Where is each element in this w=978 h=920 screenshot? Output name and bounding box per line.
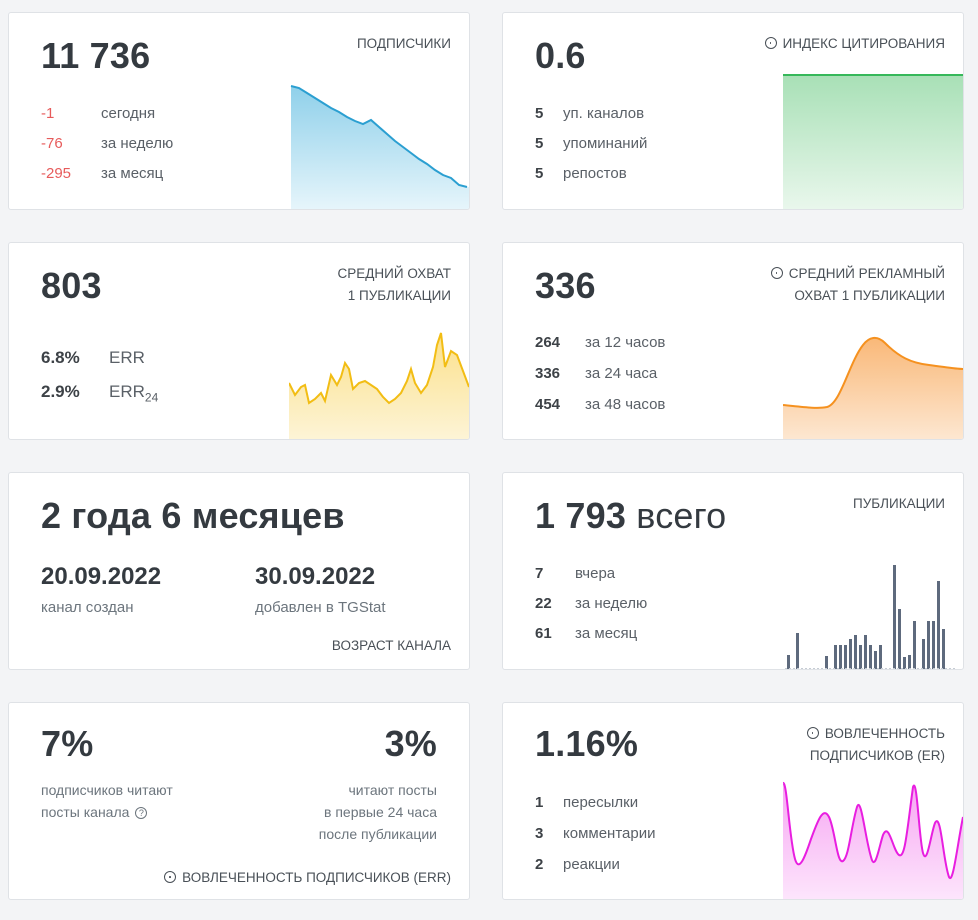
er-stats: 1 пересылки 3 комментарии 2 реакции — [535, 787, 655, 880]
average-reach-card[interactable]: 803 СРЕДНИЙ ОХВАТ 1 ПУБЛИКАЦИИ 6.8% ERR 2.… — [8, 242, 470, 440]
help-icon[interactable]: ? — [135, 807, 148, 819]
publications-card[interactable]: 1 793 всего ПУБЛИКАЦИИ 7 вчера 22 за недел… — [502, 472, 964, 670]
er-value: 1.16% — [535, 723, 639, 764]
citation-index-value: 0.6 — [535, 35, 586, 76]
info-icon — [764, 37, 777, 49]
stat-row: 1 пересылки — [535, 794, 639, 811]
citation-index-title: ИНДЕКС ЦИТИРОВАНИЯ — [764, 33, 945, 55]
ad-reach-stats: 264 за 12 часов 336 за 24 часа 454 за 48 ча… — [535, 327, 665, 420]
publications-count: 1 793 всего — [535, 495, 727, 536]
citation-stats: 5 уп. каналов 5 упоминаний 5 репостов — [535, 99, 647, 189]
info-icon — [164, 871, 177, 883]
info-icon — [770, 267, 783, 279]
created-date: 20.09.2022 — [41, 563, 162, 590]
subscribers-title: ПОДПИСЧИКИ — [356, 36, 451, 51]
subscribers-sparkline — [290, 85, 469, 209]
stat-row: -76 за неделю — [41, 135, 174, 152]
err-left-value: 7% — [41, 723, 94, 764]
stat-row: 264 за 12 часов — [535, 334, 666, 351]
stat-row: 3 комментарии — [535, 825, 656, 842]
average-reach-sparkline — [289, 332, 469, 439]
created-label: канал создан — [41, 599, 134, 616]
stat-row: -1 сегодня — [41, 105, 156, 122]
er-engagement-card[interactable]: 1.16% ВОВЛЕЧЕННОСТЬ ПОДПИСЧИКОВ (ER) 1 пер… — [502, 702, 964, 900]
subscribers-card[interactable]: 11 736 ПОДПИСЧИКИ -1 сегодня -76 за неделю… — [8, 12, 470, 210]
stat-row: 7 вчера — [535, 565, 616, 582]
stat-row: 22 за неделю — [535, 595, 648, 612]
stat-row: 2.9% ERR24 — [41, 382, 159, 405]
channel-age-card[interactable]: 2 года 6 месяцев 20.09.2022 канал создан… — [8, 472, 470, 670]
publications-stats: 7 вчера 22 за неделю 61 за месяц — [535, 559, 647, 649]
info-icon — [806, 727, 819, 739]
average-reach-title: СРЕДНИЙ ОХВАТ 1 ПУБЛИКАЦИИ — [337, 266, 451, 303]
publications-title: ПУБЛИКАЦИИ — [853, 496, 945, 511]
added-label: добавлен в TGStat — [255, 599, 386, 616]
er-sparkline — [783, 781, 963, 899]
channel-age-title: ВОЗРАСТ КАНАЛА — [331, 638, 451, 653]
stat-row: -295 за месяц — [41, 165, 164, 182]
err-engagement-card[interactable]: 7% подписчиков читают посты канала? 3% ч… — [8, 702, 470, 900]
stat-row: 5 упоминаний — [535, 135, 648, 152]
average-reach-value: 803 — [41, 265, 102, 306]
publications-bar-chart — [785, 565, 955, 669]
stat-row: 61 за месяц — [535, 625, 638, 642]
stat-row: 5 репостов — [535, 165, 627, 182]
stat-row: 454 за 48 часов — [535, 396, 666, 413]
ad-reach-curve — [783, 337, 963, 439]
err-title: ВОВЛЕЧЕННОСТЬ ПОДПИСЧИКОВ (ERR) — [164, 867, 451, 889]
subscribers-count: 11 736 — [41, 35, 151, 76]
err-right-value: 3% — [384, 723, 437, 764]
stat-row: 2 реакции — [535, 856, 620, 873]
ad-reach-card[interactable]: 336 СРЕДНИЙ РЕКЛАМНЫЙ ОХВАТ 1 ПУБЛИКАЦИИ … — [502, 242, 964, 440]
ad-reach-title: СРЕДНИЙ РЕКЛАМНЫЙ ОХВАТ 1 ПУБЛИКАЦИИ — [770, 263, 945, 307]
subscribers-stats: -1 сегодня -76 за неделю -295 за месяц — [41, 99, 173, 189]
reach-stats: 6.8% ERR 2.9% ERR24 — [41, 341, 158, 409]
stat-row: 6.8% ERR — [41, 348, 145, 367]
channel-age-value: 2 года 6 месяцев — [41, 495, 345, 536]
ad-reach-value: 336 — [535, 265, 596, 306]
citation-index-chart — [783, 74, 963, 209]
err-right-caption: читают посты в первые 24 часа после публ… — [318, 782, 437, 842]
err-left-caption: подписчиков читают посты канала? — [41, 782, 173, 820]
er-title: ВОВЛЕЧЕННОСТЬ ПОДПИСЧИКОВ (ER) — [806, 723, 945, 767]
stat-row: 5 уп. каналов — [535, 105, 645, 122]
stat-row: 336 за 24 часа — [535, 365, 658, 382]
added-date: 30.09.2022 — [255, 563, 376, 590]
citation-index-card[interactable]: 0.6 ИНДЕКС ЦИТИРОВАНИЯ 5 уп. каналов 5 упо… — [502, 12, 964, 210]
